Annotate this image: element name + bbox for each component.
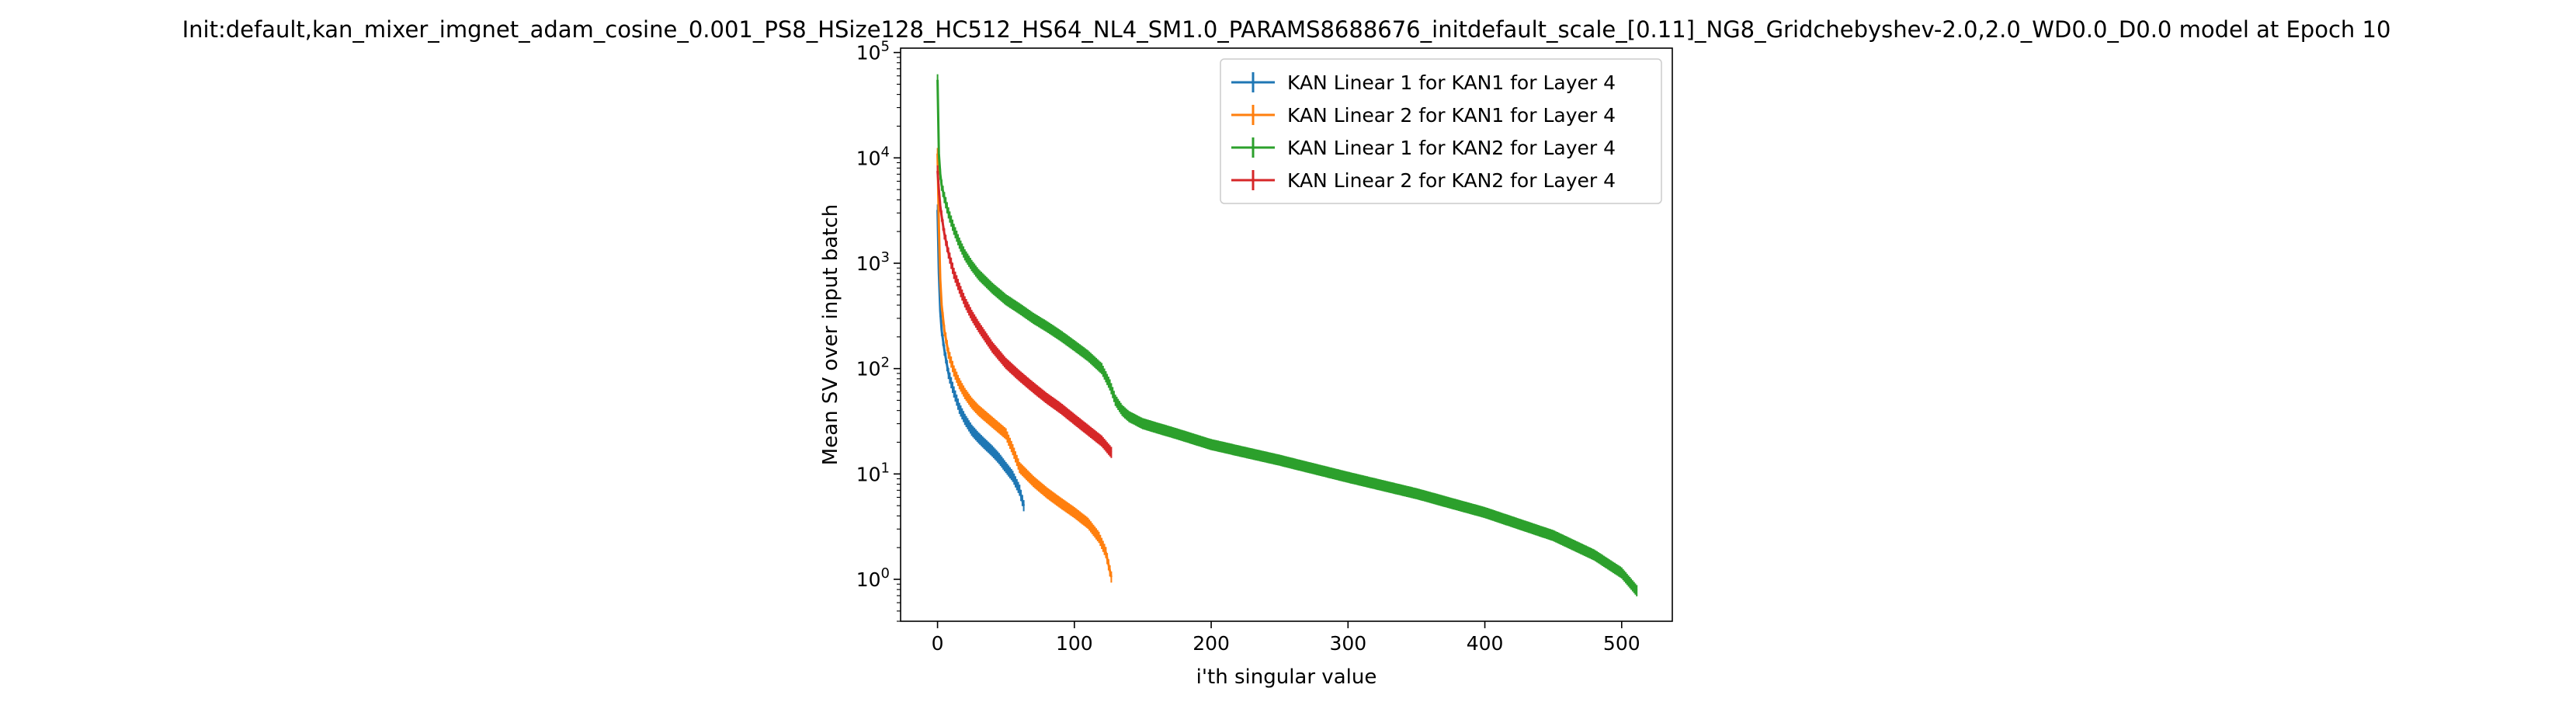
x-tick-label: 0 bbox=[932, 632, 944, 655]
y-tick-label: 103 bbox=[856, 249, 890, 275]
y-tick-base: 10 bbox=[856, 42, 881, 64]
y-tick-exponent: 1 bbox=[881, 460, 890, 476]
x-tick-label: 100 bbox=[1056, 632, 1093, 655]
y-tick-label: 105 bbox=[856, 39, 890, 64]
series-2-line bbox=[936, 153, 1113, 578]
x-tick-label: 300 bbox=[1329, 632, 1366, 655]
legend-label: KAN Linear 1 for KAN2 for Layer 4 bbox=[1287, 137, 1616, 159]
plot-frame bbox=[900, 47, 1673, 622]
series-1 bbox=[936, 204, 1026, 512]
series-4 bbox=[936, 165, 1113, 458]
y-tick-base: 10 bbox=[856, 463, 881, 485]
legend-label: KAN Linear 2 for KAN1 for Layer 4 bbox=[1287, 104, 1616, 127]
series-3-line bbox=[936, 79, 1638, 592]
legend-label: KAN Linear 1 for KAN1 for Layer 4 bbox=[1287, 71, 1616, 94]
y-tick-exponent: 2 bbox=[881, 355, 890, 371]
chart-title: Init:default,kan_mixer_imgnet_adam_cosin… bbox=[182, 16, 2391, 43]
series-2-error-bars bbox=[936, 148, 1113, 583]
legend-item-3: KAN Linear 1 for KAN2 for Layer 4 bbox=[1231, 137, 1616, 159]
y-tick-base: 10 bbox=[856, 252, 881, 275]
legend-box bbox=[1220, 58, 1662, 204]
y-tick-base: 10 bbox=[856, 147, 881, 169]
y-tick-label: 104 bbox=[856, 144, 890, 169]
x-tick-label: 200 bbox=[1193, 632, 1230, 655]
series-3 bbox=[936, 74, 1638, 596]
legend-item-4: KAN Linear 2 for KAN2 for Layer 4 bbox=[1231, 169, 1616, 192]
legend-label: KAN Linear 2 for KAN2 for Layer 4 bbox=[1287, 169, 1616, 192]
x-axis-label: i'th singular value bbox=[1196, 666, 1377, 689]
y-axis-label: Mean SV over input batch bbox=[819, 204, 842, 465]
series-2 bbox=[936, 148, 1113, 583]
y-tick-base: 10 bbox=[856, 568, 881, 591]
y-tick-base: 10 bbox=[856, 358, 881, 381]
y-tick-exponent: 0 bbox=[881, 565, 890, 582]
series-4-line bbox=[936, 171, 1113, 454]
series-1-line bbox=[936, 210, 1026, 506]
y-tick-label: 100 bbox=[856, 565, 890, 591]
y-tick-exponent: 3 bbox=[881, 249, 890, 266]
x-tick-label: 500 bbox=[1603, 632, 1640, 655]
y-tick-label: 101 bbox=[856, 460, 890, 485]
x-axis: 0 100 200 300 400 500 bbox=[932, 621, 1640, 655]
y-tick-exponent: 4 bbox=[881, 144, 890, 160]
y-tick-label: 102 bbox=[856, 355, 890, 381]
legend-item-2: KAN Linear 2 for KAN1 for Layer 4 bbox=[1231, 104, 1616, 127]
series-group bbox=[936, 74, 1638, 596]
legend-item-1: KAN Linear 1 for KAN1 for Layer 4 bbox=[1231, 71, 1616, 94]
legend: KAN Linear 1 for KAN1 for Layer 4 KAN Lin… bbox=[1220, 58, 1662, 204]
x-tick-label: 400 bbox=[1467, 632, 1504, 655]
plot-layer bbox=[936, 74, 1638, 596]
y-tick-exponent: 5 bbox=[881, 39, 890, 55]
